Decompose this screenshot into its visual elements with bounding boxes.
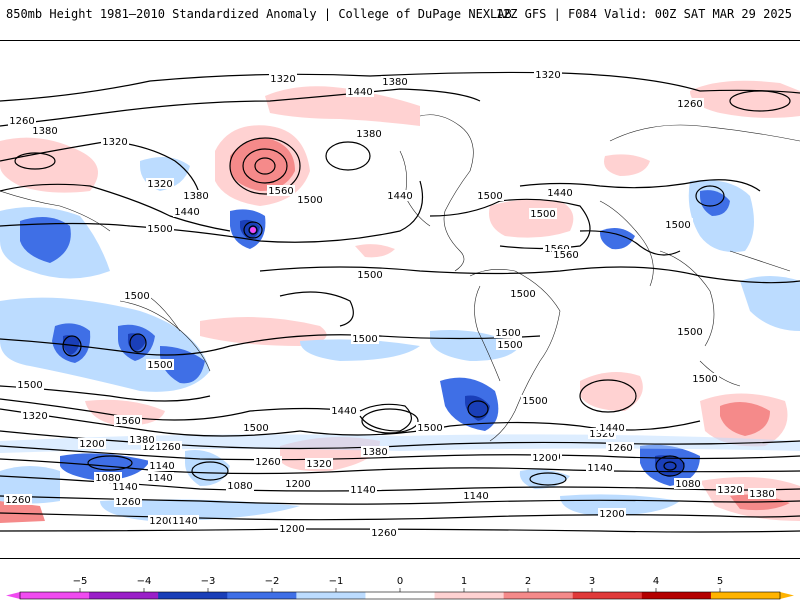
colorbar-tick-label: −1 xyxy=(329,576,344,587)
contour-label: 1440 xyxy=(347,87,372,98)
contour-label: 1320 xyxy=(306,459,331,470)
contour-label: 1440 xyxy=(174,207,199,218)
contour-label: 1440 xyxy=(331,406,356,417)
contour-label: 1500 xyxy=(297,195,322,206)
contour-label: 1500 xyxy=(497,340,522,351)
colorbar-tick-label: 5 xyxy=(717,576,723,587)
contour-label: 1380 xyxy=(32,126,57,137)
colorbar-min-arrow xyxy=(6,592,20,599)
contour-label: 1500 xyxy=(522,396,547,407)
contour-label: 1140 xyxy=(587,463,612,474)
header-bar: 850mb Height 1981–2010 Standardized Anom… xyxy=(0,0,800,40)
colorbar: −5 −4 −3 −2 −1 0 1 2 3 4 5 xyxy=(0,570,800,600)
contour-label: 1560 xyxy=(553,250,578,261)
colorbar-segment xyxy=(296,592,366,599)
contour-label: 1320 xyxy=(535,70,560,81)
colorbar-segment xyxy=(158,592,228,599)
contour-label: 1500 xyxy=(677,327,702,338)
colorbar-segment xyxy=(503,592,574,599)
contour-label: 1260 xyxy=(677,99,702,110)
contour-label: 1500 xyxy=(417,423,442,434)
contour-label: 1260 xyxy=(155,442,180,453)
contour-label: 1200 xyxy=(532,453,557,464)
contour-label: 1200 xyxy=(79,439,104,450)
colorbar-segment xyxy=(434,592,505,599)
colorbar-tick-label: 0 xyxy=(397,576,403,587)
contour-label: 1380 xyxy=(362,447,387,458)
colorbar-tick-label: 3 xyxy=(589,576,595,587)
colorbar-tick-label: −3 xyxy=(201,576,216,587)
colorbar-segment xyxy=(641,592,712,599)
contour-label: 1320 xyxy=(102,137,127,148)
model-run-info: 12Z GFS | F084 Valid: 00Z SAT MAR 29 202… xyxy=(495,7,792,21)
contour-label: 1560 xyxy=(115,416,140,427)
contour-label: 1500 xyxy=(147,360,172,371)
contour-label: 1140 xyxy=(149,461,174,472)
contour-label: 1440 xyxy=(387,191,412,202)
anomaly-map: 1320 138014401320126013801320132013801440… xyxy=(0,41,800,558)
contour-label: 1080 xyxy=(227,481,252,492)
contour-label: 1440 xyxy=(599,423,624,434)
coastlines xyxy=(0,114,800,442)
contour-label: 1140 xyxy=(172,516,197,527)
colorbar-segment xyxy=(710,592,781,599)
contour-label: 1500 xyxy=(510,289,535,300)
contour-label: 1500 xyxy=(243,423,268,434)
contour-labels: 1320 138014401320126013801320132013801440… xyxy=(4,69,776,539)
colorbar-tick-label: −2 xyxy=(265,576,280,587)
contour-label: 1140 xyxy=(112,482,137,493)
contour-label: 1500 xyxy=(147,224,172,235)
contour-label: 1500 xyxy=(495,328,520,339)
contour-label: 1320 xyxy=(147,179,172,190)
contour-label: 1320 xyxy=(22,411,47,422)
contour-label: 1560 xyxy=(268,186,293,197)
colorbar-tick-label: 4 xyxy=(653,576,659,587)
contour-label: 1500 xyxy=(352,334,377,345)
colorbar-segment xyxy=(20,592,90,599)
contour-label: 1500 xyxy=(17,380,42,391)
contour-label: 1380 xyxy=(382,77,407,88)
contour-label: 1260 xyxy=(371,528,396,539)
colorbar-segment xyxy=(89,592,159,599)
contour-label: 1080 xyxy=(675,479,700,490)
contour-label: 1200 xyxy=(149,516,174,527)
map-panel: 1320 1380 1440 1320 1260 1380 1320 1320 1380 1440… xyxy=(0,40,800,559)
contour-label: 1380 xyxy=(356,129,381,140)
contour-label: 1260 xyxy=(115,497,140,508)
contour-label: 1080 xyxy=(95,473,120,484)
contour-label: 1500 xyxy=(665,220,690,231)
map-title: 850mb Height 1981–2010 Standardized Anom… xyxy=(6,7,512,21)
contour-label: 1140 xyxy=(350,485,375,496)
contour-label: 1500 xyxy=(692,374,717,385)
contour-label: 1260 xyxy=(255,457,280,468)
colorbar-tick-label: −5 xyxy=(73,576,88,587)
contour-label: 1320 xyxy=(717,485,742,496)
contour-label: 1380 xyxy=(749,489,774,500)
contour-label: 1140 xyxy=(463,491,488,502)
contour-label: 1200 xyxy=(279,524,304,535)
contour-label: 1260 xyxy=(5,495,30,506)
contour-label: 1500 xyxy=(530,209,555,220)
colorbar-segment xyxy=(227,592,297,599)
contour-label: 1200 xyxy=(285,479,310,490)
contour-label: 1140 xyxy=(147,473,172,484)
colorbar-max-arrow xyxy=(780,592,794,599)
contour-label: 1320 xyxy=(270,74,295,85)
contour-label: 1440 xyxy=(547,188,572,199)
contour-label: 1500 xyxy=(357,270,382,281)
colorbar-tick-label: 1 xyxy=(461,576,467,587)
contour-label: 1260 xyxy=(9,116,34,127)
contour-label: 1320 xyxy=(589,429,614,440)
colorbar-tick-label: 2 xyxy=(525,576,531,587)
contour-label: 1200 xyxy=(599,509,624,520)
colorbar-segment xyxy=(365,592,436,599)
contour-label: 1500 xyxy=(124,291,149,302)
contour-label: 1260 xyxy=(607,443,632,454)
colorbar-segment xyxy=(572,592,643,599)
contour-label: 1500 xyxy=(477,191,502,202)
colorbar-tick-label: −4 xyxy=(137,576,152,587)
contour-label: 1380 xyxy=(183,191,208,202)
contour-label: 1380 xyxy=(129,435,154,446)
